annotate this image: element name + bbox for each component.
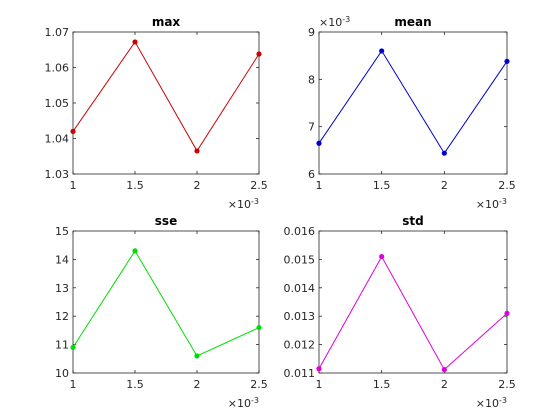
y-tick-label: 10 [55,367,69,380]
y-tick-label: 13 [55,282,69,295]
y-tick-label: 6 [308,168,315,181]
y-tick-label: 11 [55,339,69,352]
data-point [194,148,200,154]
y-tick-label: 1.07 [45,26,70,39]
x-exponent-label: ×10-3 [476,197,507,211]
y-exponent-label: ×10-3 [319,15,350,29]
data-point [256,51,262,57]
x-exponent-label-power: -3 [251,396,259,405]
axes-box [72,31,260,175]
x-tick-label: 2 [194,378,201,391]
data-point [379,48,385,54]
y-tick-label: 9 [308,26,315,39]
x-exponent-label-base: ×10 [476,397,499,410]
x-exponent-label-base: ×10 [476,198,499,211]
data-point [256,324,262,331]
x-exponent-label-power: -3 [499,396,507,405]
axes-box [318,230,508,374]
y-tick-label: 0.012 [284,339,316,352]
x-tick-label: 1.5 [126,378,144,391]
x-exponent-label: ×10-3 [476,396,507,410]
data-point [70,128,76,134]
series-line [72,249,260,357]
x-tick-label: 1.5 [126,179,144,192]
subplot-std: std 1 1.5 2 2.5 0.011 0.012 0.013 0.014 0.015 0.01… [284,214,516,410]
y-tick-label: 14 [55,253,69,266]
data-point [194,353,200,359]
series-line [318,255,508,371]
y-tick-label: 0.011 [284,367,316,380]
x-exponent-label-base: ×10 [228,397,251,410]
chart-title: sse [155,214,177,228]
y-tick-label: 8 [308,73,315,86]
x-tick-label: 2.5 [498,378,516,391]
chart-title: max [152,15,181,29]
data-point [379,253,385,260]
y-tick-label: 12 [55,310,69,323]
chart-title: mean [394,15,431,29]
x-tick-label: 1 [316,378,323,391]
y-tick-label: 0.015 [284,253,316,266]
x-exponent-label-power: -3 [499,197,507,206]
y-exponent-label-base: ×10 [319,16,342,29]
chart-title: std [402,214,423,228]
y-tick-label: 0.013 [284,310,316,323]
data-point [504,310,510,316]
data-point [504,58,510,64]
x-tick-label: 1.5 [373,179,391,192]
subplot-max: max 1 1.5 2 2.5 1.03 1.04 1.05 1.06 1.07 ×10-3 [45,15,268,211]
data-point [132,248,138,254]
x-tick-label: 1 [316,179,323,192]
x-exponent-label: ×10-3 [228,396,259,410]
y-tick-label: 0.016 [284,225,316,238]
x-tick-label: 2 [194,179,201,192]
y-tick-label: 7 [308,121,315,134]
x-tick-label: 2.5 [250,378,268,391]
subplot-sse: sse 1 1.5 2 2.5 10 11 12 13 14 15 ×10-3 [55,214,268,410]
x-exponent-label-power: -3 [251,197,259,206]
x-tick-label: 1 [70,378,77,391]
data-point [441,150,447,156]
data-point [441,366,447,373]
data-point [70,344,76,351]
data-point [316,140,322,146]
x-tick-label: 2 [441,179,448,192]
x-tick-label: 2.5 [498,179,516,192]
x-tick-label: 2.5 [250,179,268,192]
y-exponent-label-power: -3 [342,15,350,24]
x-tick-label: 1 [70,179,77,192]
series-line [72,40,260,152]
data-point [132,39,138,45]
y-tick-label: 1.05 [45,97,70,110]
axes-box [72,230,260,374]
x-exponent-label-base: ×10 [228,198,251,211]
y-tick-label: 1.04 [45,133,70,146]
series-line [318,49,508,155]
x-exponent-label: ×10-3 [228,197,259,211]
y-tick-label: 0.014 [284,282,316,295]
x-tick-label: 2 [441,378,448,391]
y-tick-label: 1.03 [45,168,70,181]
y-tick-label: 1.06 [45,62,70,75]
y-tick-label: 15 [55,225,69,238]
x-tick-label: 1.5 [373,378,391,391]
data-point [316,366,322,372]
